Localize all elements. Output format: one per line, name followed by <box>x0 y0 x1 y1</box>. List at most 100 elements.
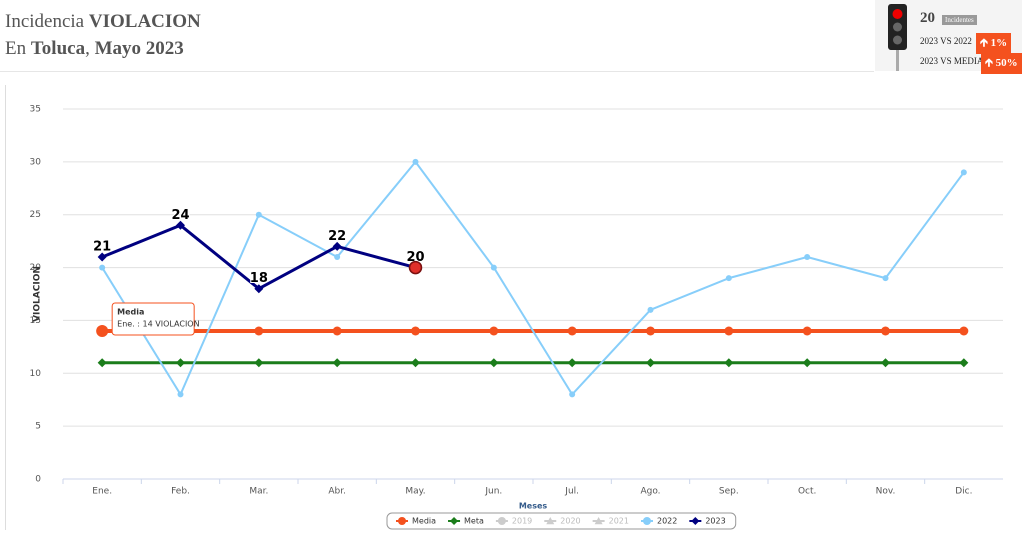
x-tick-label: Nov. <box>876 487 896 497</box>
tooltip-text: Ene. : 14 VIOLACION <box>117 320 199 329</box>
x-tick-label: Oct. <box>798 487 816 497</box>
point <box>411 326 420 336</box>
point <box>724 358 734 368</box>
point <box>489 326 499 336</box>
y-axis-title: VIOLACION <box>33 266 43 322</box>
x-tick-label: Feb. <box>171 487 190 497</box>
legend-item[interactable]: 2019 <box>495 517 532 526</box>
x-tick-label: Ene. <box>92 487 112 497</box>
change-badge: 🡱 1% <box>976 33 1012 54</box>
legend-label: Meta <box>464 517 484 526</box>
legend-marker <box>691 517 700 525</box>
tooltip-box <box>111 302 195 336</box>
point <box>255 211 262 218</box>
change-badge: 🡱 50% <box>981 53 1022 74</box>
point <box>97 358 107 368</box>
point <box>724 326 734 336</box>
legend-item[interactable]: Media <box>396 517 436 526</box>
subtitle-period: Mayo 2023 <box>94 38 184 59</box>
legend-item[interactable]: 2021 <box>592 517 629 526</box>
legend-marker <box>594 517 603 525</box>
point <box>725 275 732 282</box>
indicator: 20 Incidentes 2023 VS 2022 🡱 1% 2023 VS … <box>875 0 1022 74</box>
point <box>567 358 577 368</box>
x-tick-label: May. <box>405 487 425 497</box>
point <box>254 284 264 294</box>
data-label: 21 <box>93 240 111 255</box>
point <box>490 264 497 271</box>
point <box>646 326 655 336</box>
data-label: 22 <box>328 229 346 244</box>
x-tick-label: Abr. <box>328 487 346 497</box>
legend-marker <box>450 517 459 525</box>
point <box>177 391 184 398</box>
legend-label: 2019 <box>512 517 532 526</box>
row-label: 2023 VS MEDIA <box>920 56 984 66</box>
legend-label: 2022 <box>657 517 677 526</box>
y-tick-label: 20 <box>30 263 42 273</box>
count-label: Incidentes <box>942 15 977 25</box>
arrow: 🡱 <box>985 57 993 69</box>
change: 50% <box>995 57 1018 69</box>
point <box>99 264 106 271</box>
point <box>567 326 577 336</box>
legend-marker <box>497 517 506 525</box>
chart-panel: 0 5 10 15 20 25 30 35 Ene. Feb. Mar. Abr. May. Jun. Ju… <box>5 85 1021 530</box>
x-axis-title: Meses <box>519 502 548 511</box>
y-tick-label: 25 <box>30 210 41 220</box>
data-label: 20 <box>406 250 424 265</box>
point <box>881 326 890 336</box>
subtitle-prefix: En <box>5 38 27 59</box>
legend-label: Media <box>412 517 436 526</box>
y-tick-label: 5 <box>35 422 41 432</box>
legend-marker <box>546 517 555 525</box>
point <box>254 326 264 336</box>
title-prefix: Incidencia <box>5 11 85 32</box>
y-tick-label: 30 <box>30 157 42 167</box>
arrow: 🡱 <box>980 37 988 49</box>
row-label: 2023 VS 2022 <box>920 36 972 46</box>
x-tick-label: Jul. <box>564 487 579 497</box>
point <box>332 358 342 368</box>
subtitle-place: Toluca <box>30 38 86 59</box>
point <box>959 326 969 336</box>
y-tick-label: 10 <box>30 369 42 379</box>
hover-point <box>96 325 109 337</box>
legend-item[interactable]: 2020 <box>544 517 581 526</box>
tooltip: Media Ene. : 14 VIOLACION <box>111 302 200 336</box>
point <box>176 220 185 230</box>
point <box>176 358 185 368</box>
point <box>959 358 969 368</box>
legend-item[interactable]: Meta <box>448 517 484 526</box>
data-label: 24 <box>171 208 189 223</box>
point <box>569 391 576 398</box>
point <box>804 254 811 260</box>
point <box>881 358 890 368</box>
title: Incidencia VIOLACION <box>5 8 201 35</box>
legend-item[interactable]: 2023 <box>689 517 726 526</box>
x-tick-label: Mar. <box>249 487 268 497</box>
header: Incidencia VIOLACION En Toluca, Mayo 202… <box>5 8 201 62</box>
point <box>802 326 812 336</box>
title-bold: VIOLACION <box>88 11 201 32</box>
legend-item[interactable]: 2022 <box>640 517 677 526</box>
point <box>882 275 889 282</box>
point <box>411 358 420 368</box>
y-tick-label: 35 <box>30 105 41 115</box>
x-tick-label: Sep. <box>719 487 739 497</box>
hover-point <box>408 260 423 275</box>
legend-label: 2023 <box>705 517 725 526</box>
chart: 0 5 10 15 20 25 30 35 Ene. Feb. Mar. Abr. May. Jun. Ju… <box>30 105 1003 530</box>
y-tick-label: 0 <box>35 475 41 485</box>
point <box>802 358 812 368</box>
subtitle-separator: , <box>85 38 90 59</box>
x-tick-label: Dic. <box>955 487 972 497</box>
legend-label: 2020 <box>560 517 580 526</box>
change: 1% <box>990 37 1008 49</box>
legend-marker <box>642 517 651 525</box>
legend-box <box>386 512 737 530</box>
data-label: 18 <box>250 271 268 286</box>
point <box>254 358 264 368</box>
y-tick-label: 15 <box>30 316 41 326</box>
legend-marker <box>398 517 406 525</box>
